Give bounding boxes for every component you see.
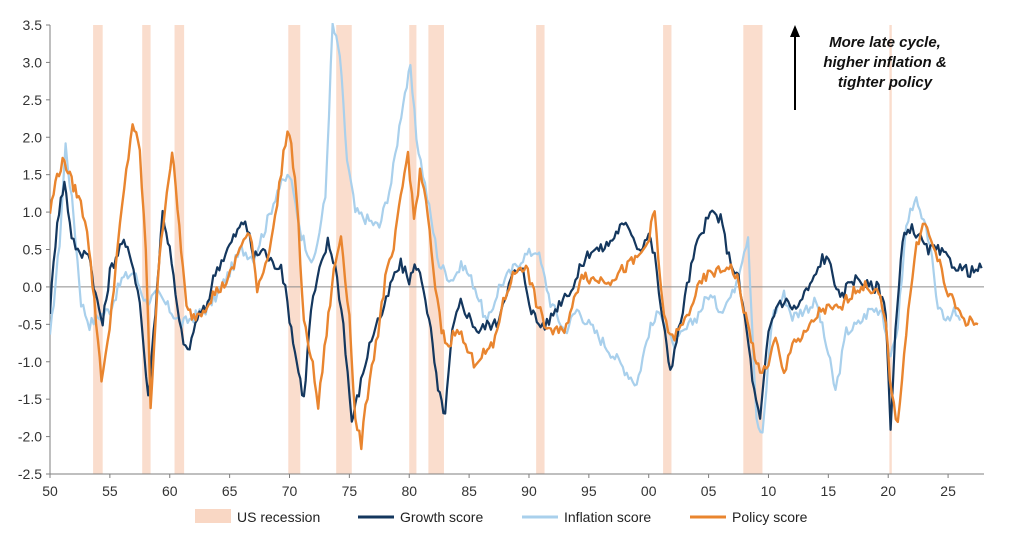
recession-band: [288, 25, 301, 474]
legend-item: Policy score: [690, 509, 808, 525]
recession-band: [336, 25, 352, 474]
series-line-inflation-score: [50, 23, 962, 434]
series-line-policy-score: [50, 123, 979, 451]
recession-band: [743, 25, 763, 474]
x-tick-label: 65: [222, 483, 238, 499]
y-tick-label: 1.0: [23, 204, 43, 220]
annotation-text-line: More late cycle,: [829, 34, 941, 51]
x-tick-label: 60: [162, 483, 178, 499]
y-tick-label: 1.5: [23, 167, 43, 183]
y-tick-label: 3.0: [23, 54, 43, 70]
x-tick-label: 05: [701, 483, 717, 499]
y-tick-label: 0.0: [23, 279, 43, 295]
x-tick-label: 85: [461, 483, 477, 499]
legend-label: Growth score: [400, 509, 483, 525]
legend-swatch-band: [195, 509, 231, 523]
y-tick-label: -1.5: [18, 391, 42, 407]
legend-label: Inflation score: [564, 509, 651, 525]
legend-item: Inflation score: [522, 509, 651, 525]
x-tick-label: 75: [342, 483, 358, 499]
recession-band: [536, 25, 545, 474]
annotation-text-line: higher inflation &: [823, 54, 946, 71]
y-tick-label: 2.0: [23, 129, 43, 145]
x-tick-label: 50: [42, 483, 58, 499]
y-tick-label: -2.5: [18, 466, 42, 482]
x-tick-label: 55: [102, 483, 118, 499]
y-tick-label: -1.0: [18, 354, 42, 370]
y-tick-label: 2.5: [23, 92, 43, 108]
y-tick-label: -0.5: [18, 316, 42, 332]
x-tick-label: 20: [880, 483, 896, 499]
y-tick-label: -2.0: [18, 429, 42, 445]
x-tick-label: 70: [282, 483, 298, 499]
recession-band: [93, 25, 103, 474]
x-tick-label: 15: [821, 483, 837, 499]
x-tick-label: 80: [401, 483, 417, 499]
recession-band: [409, 25, 417, 474]
annotation-text-line: tighter policy: [838, 74, 933, 91]
x-tick-label: 95: [581, 483, 597, 499]
x-tick-label: 90: [521, 483, 537, 499]
recession-band: [174, 25, 185, 474]
y-tick-label: 0.5: [23, 242, 43, 258]
x-tick-label: 00: [641, 483, 657, 499]
y-tick-label: 3.5: [23, 17, 43, 33]
x-tick-label: 25: [940, 483, 956, 499]
x-tick-label: 10: [761, 483, 777, 499]
legend-label: US recession: [237, 509, 320, 525]
recession-band: [663, 25, 672, 474]
legend-item: US recession: [195, 509, 320, 525]
legend-item: Growth score: [358, 509, 483, 525]
arrow-up-icon: [790, 25, 800, 37]
legend-label: Policy score: [732, 509, 808, 525]
recession-band: [889, 25, 892, 474]
